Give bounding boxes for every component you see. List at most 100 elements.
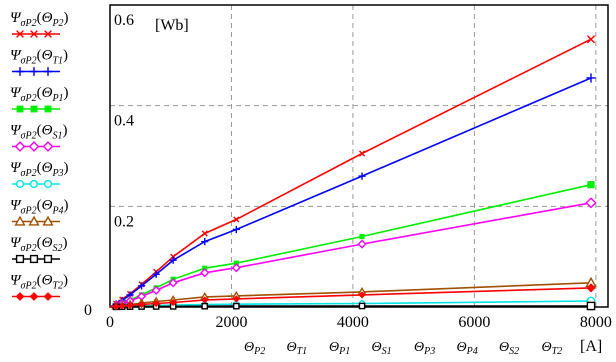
legend-entry-p3: ΨσP2(ΘP3) [10,160,69,189]
legend-marker [29,254,39,264]
x-axis-variable: ΘS1 [372,340,392,357]
y-tick-label: 0.4 [114,113,134,130]
data-point [152,270,160,278]
x-tick-labels: 0 2000 4000 6000 8000 [106,314,612,331]
data-point [357,239,367,249]
x-axis-variable: ΘP4 [457,340,478,357]
legend-entry-p1: ΨσP2(ΘP1) [10,85,69,113]
data-point [586,35,596,44]
legend-marker [29,292,39,301]
data-point [201,296,209,304]
legend-marker [30,105,38,113]
legend-label: ΨσP2(ΘS2) [10,235,67,254]
legend-marker [16,30,24,38]
legend-label: ΨσP2(ΘP3) [10,160,69,179]
x-tick-label: 6000 [458,314,490,331]
x-axis-unit: [A] [580,338,602,355]
data-point [169,298,177,307]
x-tick-label: 2000 [215,314,247,331]
data-point [118,302,126,310]
x-tick-label: 0 [106,314,114,331]
legend-label: ΨσP2(ΘP1) [10,85,69,104]
x-axis-variable: ΘT2 [542,340,563,357]
y-axis-unit: [Wb] [155,17,189,34]
data-point [201,230,208,237]
x-tick-label: 4000 [337,314,369,331]
data-point [358,150,366,157]
series-p2 [109,35,596,308]
legend-entry-p2: ΨσP2(ΘP2) [10,10,69,38]
legend-marker [44,30,52,38]
y-tick-label: 0.6 [114,12,134,29]
legend-marker [14,215,26,226]
data-point [232,295,240,303]
legend-label: ΨσP2(ΘP4) [10,198,69,217]
data-point [112,302,120,311]
plot-frame [109,4,609,308]
legend-marker [16,105,24,113]
x-axis-variable: ΘS2 [499,340,519,357]
legend-entry-t1: ΨσP2(ΘT1) [10,48,68,76]
legend-entry-s2: ΨσP2(ΘS2) [10,235,67,264]
legend-entry-t2: ΨσP2(ΘT2) [10,273,68,301]
data-point [586,301,596,311]
legend-marker [44,105,52,113]
series-t2 [109,283,596,311]
data-point [358,172,366,180]
data-point [137,300,146,309]
legend-marker [43,254,53,264]
legend-label: ΨσP2(ΘT2) [10,273,68,292]
series-p1 [109,181,595,308]
legend-label: ΨσP2(ΘT1) [10,48,68,67]
legend-marker [43,179,53,189]
data-point [200,268,210,278]
legend-marker [14,141,26,152]
x-axis-variable: ΘP3 [414,340,435,357]
data-point [201,302,209,310]
legend-entry-s1: ΨσP2(ΘS1) [10,123,67,152]
legend-marker [42,141,54,152]
legend-marker [15,179,25,189]
legend-label: ΨσP2(ΘS1) [10,123,67,142]
legend-entry-p4: ΨσP2(ΘP4) [10,198,69,226]
legend-marker [29,179,39,189]
data-point [233,216,240,223]
legend-marker [42,215,54,226]
x-axis-variable: ΘT1 [287,340,308,357]
data-point [151,285,161,295]
x-axis-variables: ΘP2 ΘT1 ΘP1 ΘS1 ΘP3 ΘP4 ΘS2 ΘT2 [244,340,562,357]
series-line-t1 [109,77,592,308]
data-point [169,256,177,264]
y-tick-labels: 0 0.2 0.4 0.6 [84,12,134,319]
legend-marker [15,292,25,301]
y-tick-label: 0 [84,302,92,319]
data-point [587,181,595,189]
x-axis-variable: ΘP2 [244,340,265,357]
legend-marker [43,292,53,301]
legend-marker [28,141,40,152]
data-point [359,233,365,240]
data-point [126,301,134,310]
data-point [201,237,209,246]
legend-label: ΨσP2(ΘP2) [10,10,69,29]
legend-marker [30,30,38,38]
data-point [152,299,160,308]
series-line-p2 [109,38,592,308]
data-point [586,73,596,83]
data-point [232,225,240,234]
data-point [358,291,366,299]
y-tick-label: 0.2 [114,213,134,230]
data-point [586,283,596,293]
grid-lines [110,5,608,307]
x-tick-label: 8000 [580,314,612,331]
legend-marker [28,215,40,226]
legend-marker [15,254,25,264]
legend: ΨσP2(ΘP2) ΨσP2(ΘT1) ΨσP2(ΘP1) ΨσP2(ΘS1) ΨσP2… [10,10,69,301]
data-point [168,278,178,288]
data-point [233,302,240,310]
legend-marker [29,67,39,76]
data-point [358,302,366,310]
legend-marker [15,67,25,76]
data-point [137,282,146,290]
